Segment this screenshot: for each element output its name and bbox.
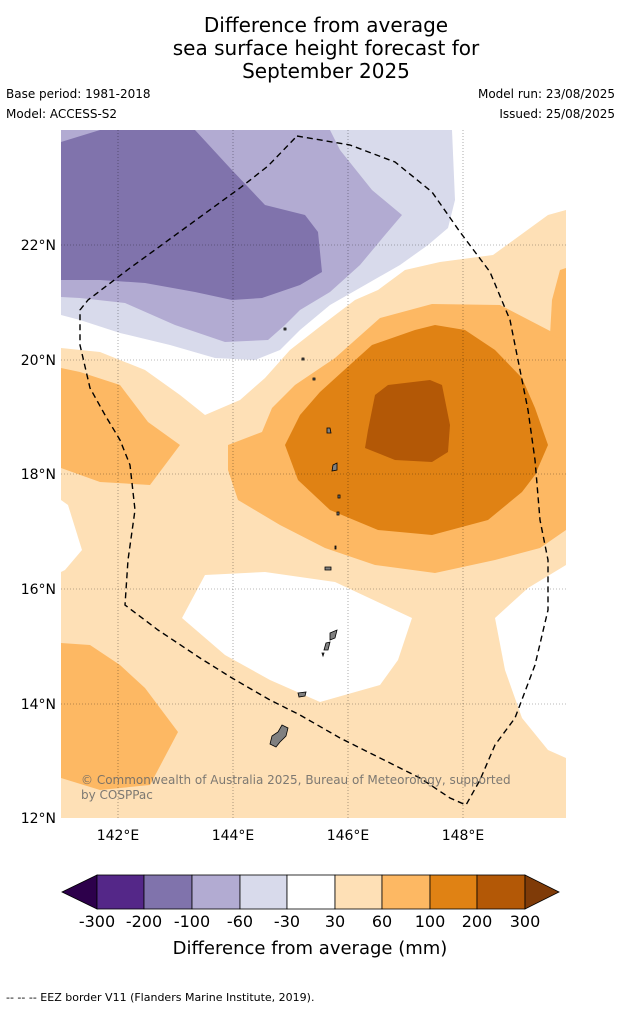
cb-tick-minus-30: -30 <box>274 912 300 931</box>
lat-tick-18: 18°N <box>21 467 56 483</box>
cb-tick-minus-60: -60 <box>227 912 253 931</box>
gridlines <box>61 130 566 818</box>
contour-neutral-central <box>182 572 412 702</box>
colorbar-bin-2 <box>143 874 193 910</box>
eez-footnote: -- -- -- EEZ border V11 (Flanders Marine… <box>6 991 315 1004</box>
contour-neutral-east <box>495 565 566 758</box>
cb-tick-300: 300 <box>510 912 541 931</box>
lat-tick-labels: 22°N 20°N 18°N 16°N 14°N 12°N <box>21 238 56 827</box>
island-sarigan <box>334 545 337 550</box>
colorbar-under-arrow <box>61 874 98 910</box>
lon-tick-labels: 142°E 144°E 146°E 148°E <box>97 828 485 844</box>
cb-tick-minus-200: -200 <box>126 912 162 931</box>
lat-tick-12: 12°N <box>21 811 56 827</box>
island-guguan <box>336 511 340 516</box>
title-line-1: Difference from average <box>203 13 449 37</box>
island-alamagan <box>337 494 341 499</box>
base-period-text: Base period: 1981-2018 <box>6 87 151 101</box>
cb-tick-minus-100: -100 <box>174 912 210 931</box>
copyright-line-1: © Commonwealth of Australia 2025, Bureau… <box>81 773 511 787</box>
colorbar-over-arrow <box>524 874 560 910</box>
issued-date-text: Issued: 25/08/2025 <box>499 107 615 121</box>
lat-tick-14: 14°N <box>21 697 56 713</box>
island-saipan <box>329 629 338 641</box>
model-run-text: Model run: 23/08/2025 <box>477 87 615 101</box>
island-group <box>269 327 341 748</box>
lon-tick-148: 148°E <box>442 828 485 844</box>
map-title: Difference from average sea surface heig… <box>0 14 621 83</box>
copyright-line-2: by COSPPac <box>81 788 153 802</box>
cb-tick-minus-300: -300 <box>79 912 115 931</box>
contour-minus-100 <box>61 130 322 300</box>
colorbar-title: Difference from average (mm) <box>173 938 448 959</box>
cb-tick-60: 60 <box>372 912 392 931</box>
contour-neutral-west <box>61 500 82 572</box>
contour-60-east <box>550 268 566 340</box>
lat-tick-16: 16°N <box>21 582 56 598</box>
colorbar-bin-7 <box>381 874 431 910</box>
colorbar-bin-3 <box>191 874 241 910</box>
island-maug <box>301 357 305 361</box>
colorbar-bin-8 <box>429 874 478 910</box>
eez-border <box>79 135 549 806</box>
colorbar <box>61 874 560 910</box>
contour-layer <box>61 130 566 818</box>
lon-tick-144: 144°E <box>212 828 255 844</box>
island-aguijan <box>321 652 325 658</box>
island-asuncion <box>312 377 316 381</box>
island-farallon <box>283 327 287 331</box>
lon-tick-142: 142°E <box>97 828 140 844</box>
colorbar-tick-labels: -300 -200 -100 -60 -30 30 60 100 200 300 <box>79 912 540 931</box>
colorbar-bin-5 <box>286 874 336 910</box>
island-anatahan <box>324 566 332 571</box>
island-tinian <box>323 641 331 651</box>
contour-60-west <box>61 368 180 485</box>
colorbar-bin-9 <box>476 874 526 910</box>
cb-tick-30: 30 <box>325 912 345 931</box>
colorbar-bin-4 <box>239 874 288 910</box>
lon-tick-146: 146°E <box>327 828 370 844</box>
contour-60-southwest <box>61 643 178 790</box>
cb-tick-200: 200 <box>462 912 493 931</box>
island-agrihan <box>326 427 332 434</box>
island-guam <box>269 724 289 748</box>
lat-tick-22: 22°N <box>21 238 56 254</box>
island-pagan <box>331 462 338 472</box>
island-rota <box>297 691 307 698</box>
title-line-3: September 2025 <box>242 59 410 83</box>
contour-200 <box>365 380 450 462</box>
title-line-2: sea surface height forecast for <box>172 36 480 60</box>
cb-tick-100: 100 <box>415 912 446 931</box>
model-name-text: Model: ACCESS-S2 <box>6 107 118 121</box>
lat-tick-20: 20°N <box>21 353 56 369</box>
colorbar-bin-6 <box>334 874 383 910</box>
colorbar-bin-1 <box>96 874 145 910</box>
